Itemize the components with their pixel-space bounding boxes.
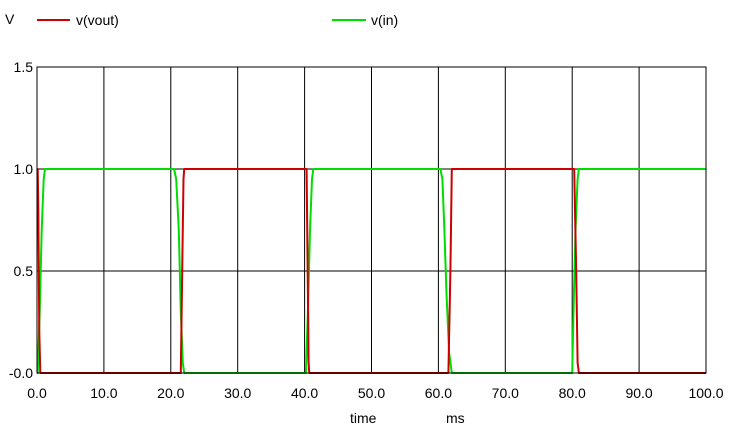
x-tick-label: 30.0 [224,385,251,401]
legend: v(vout) v(in) [37,12,398,28]
x-tick-label: 40.0 [291,385,318,401]
x-tick-label: 80.0 [559,385,586,401]
x-tick-labels: 0.0 10.0 20.0 30.0 40.0 50.0 60.0 70.0 80.0 90.0 1… [27,385,723,401]
plot-frame [36,66,707,374]
y-tick-labels: -0.0 0.5 1.0 1.5 [9,59,33,381]
y-tick-label: 1.5 [14,59,34,75]
grid [36,66,707,374]
x-axis-label: time [350,410,377,426]
y-tick-label: 1.0 [14,161,34,177]
x-tick-label: 10.0 [90,385,117,401]
y-tick-label: -0.0 [9,365,33,381]
x-axis-unit: ms [446,410,465,426]
x-tick-label: 50.0 [358,385,385,401]
y-axis-label: V [5,11,15,27]
legend-label-vout: v(vout) [76,12,119,28]
x-tick-label: 20.0 [157,385,184,401]
legend-label-in: v(in) [371,12,398,28]
y-tick-label: 0.5 [14,263,34,279]
x-tick-label: 60.0 [425,385,452,401]
x-tick-label: 70.0 [492,385,519,401]
x-tick-label: 100.0 [688,385,723,401]
x-tick-label: 90.0 [625,385,652,401]
x-tick-label: 0.0 [27,385,47,401]
